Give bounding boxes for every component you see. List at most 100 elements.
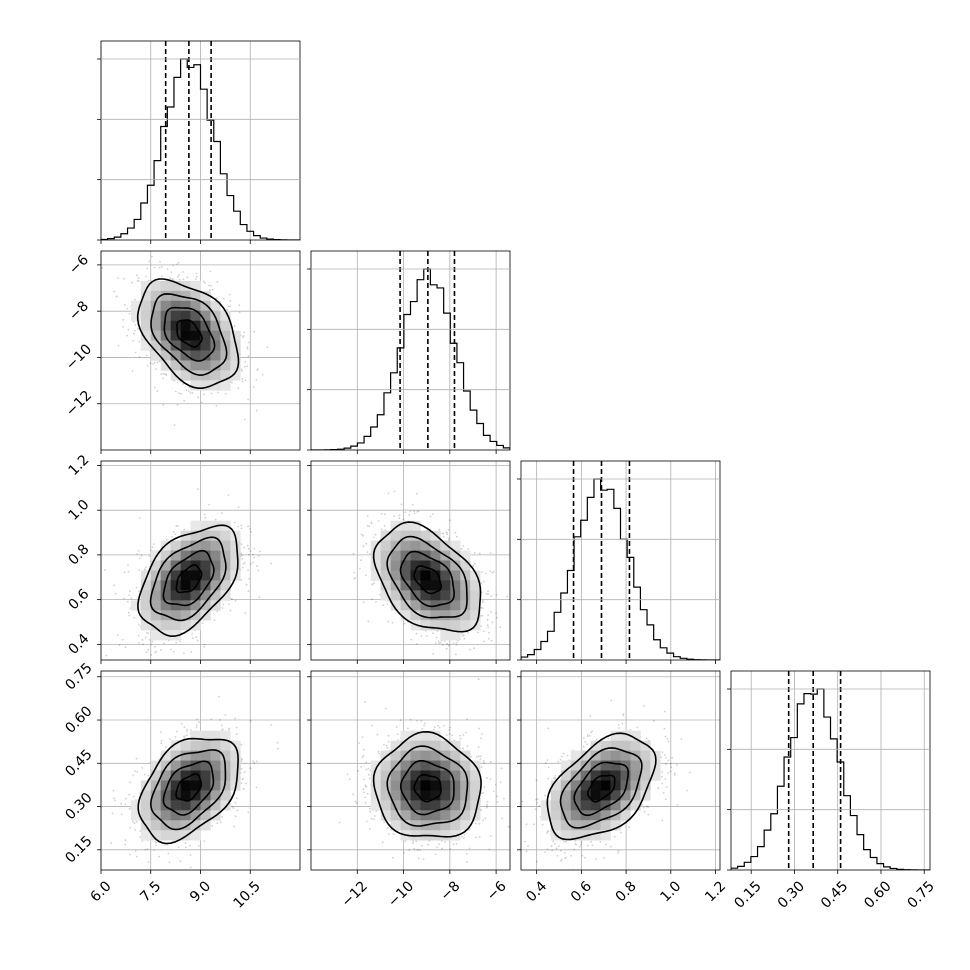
density-cell [190, 550, 201, 561]
density-cell [420, 580, 431, 591]
scatter-point [483, 580, 485, 583]
scatter-point [270, 562, 272, 565]
y-tick-label: −8 [66, 298, 92, 324]
scatter-point [445, 647, 448, 650]
scatter-point [154, 651, 157, 654]
scatter-point [140, 554, 143, 557]
density-cell [220, 590, 231, 601]
scatter-point [487, 626, 489, 629]
density-cell [440, 570, 451, 581]
density-cell [170, 360, 181, 371]
density-cell [450, 630, 461, 641]
scatter-point [240, 743, 243, 746]
scatter-point [176, 381, 179, 384]
histogram-step-line [311, 268, 510, 450]
scatter-point [165, 538, 168, 541]
y-tick-label: −6 [66, 252, 92, 278]
density-cell [400, 550, 411, 561]
contour-line [399, 550, 455, 608]
grid [100, 41, 251, 240]
scatter-point [229, 609, 232, 612]
scatter-point [121, 638, 124, 641]
scatter-point [487, 593, 490, 595]
scatter-point [367, 620, 370, 623]
scatter-point [486, 618, 489, 621]
scatter-point [189, 866, 192, 869]
scatter-point [489, 552, 492, 555]
scatter-point [266, 346, 269, 349]
scatter-point [138, 590, 140, 592]
scatter-point [132, 320, 135, 323]
scatter-point [247, 525, 250, 528]
scatter-point [95, 288, 97, 290]
scatter-point [177, 261, 180, 264]
scatter-point [415, 643, 418, 645]
scatter-point [144, 636, 147, 639]
scatter-point [178, 274, 180, 276]
scatter-point [165, 373, 168, 376]
density-cell [210, 530, 221, 541]
scatter-point [162, 642, 165, 645]
scatter-point [203, 646, 206, 648]
scatter-point [138, 517, 141, 519]
scatter-point [172, 278, 174, 281]
grid [536, 461, 716, 660]
density-cell [160, 350, 171, 361]
scatter-point [105, 654, 108, 657]
scatter-content [110, 695, 279, 870]
scatter-point [217, 391, 219, 394]
scatter-point [203, 513, 206, 516]
density-cell [200, 350, 211, 361]
scatter-point [244, 612, 247, 615]
scatter-point [127, 611, 130, 614]
scatter-point [162, 404, 165, 406]
scatter-point [128, 614, 131, 617]
scatter-point [141, 840, 144, 842]
density-cell [140, 320, 152, 331]
scatter-point [429, 515, 432, 518]
scatter-point [142, 643, 144, 646]
scatter-point [103, 569, 106, 571]
density-cell [190, 520, 201, 531]
scatter-point [488, 631, 490, 634]
scatter-point [360, 559, 362, 561]
scatter-point [353, 571, 356, 574]
scatter-point [177, 524, 179, 527]
scatter-point [227, 603, 230, 606]
scatter-point [128, 793, 130, 796]
scatter-point [216, 281, 219, 283]
scatter-point [182, 271, 184, 273]
scatter-point [460, 632, 463, 635]
density-cell [220, 360, 231, 371]
scatter-point [138, 356, 141, 358]
scatter-point [149, 362, 152, 365]
density-cell [410, 570, 421, 581]
density-cell [210, 300, 221, 311]
scatter-point [240, 524, 243, 527]
scatter-point [242, 335, 245, 337]
scatter-point [137, 280, 140, 282]
scatter-point [197, 845, 200, 847]
scatter-point [160, 373, 163, 376]
scatter-point [191, 392, 194, 394]
scatter-point [177, 846, 180, 848]
density-cell [170, 280, 181, 292]
scatter-point [241, 566, 244, 569]
scatter-point [461, 635, 464, 637]
scatter-point [153, 266, 156, 269]
density-cell [170, 540, 181, 551]
density-cell [200, 530, 211, 541]
density-cell [200, 570, 211, 581]
scatter-point [432, 632, 434, 635]
density-cell [200, 590, 211, 601]
contour-line [137, 524, 239, 638]
y-tick-label: 0.8 [65, 541, 92, 568]
scatter-point [480, 625, 482, 628]
scatter-point [481, 614, 484, 617]
scatter-point [221, 607, 224, 609]
density-cell [160, 590, 171, 601]
scatter-point [442, 644, 444, 646]
density-cell [200, 360, 211, 371]
density-cell [230, 560, 241, 571]
scatter-point [490, 595, 493, 597]
